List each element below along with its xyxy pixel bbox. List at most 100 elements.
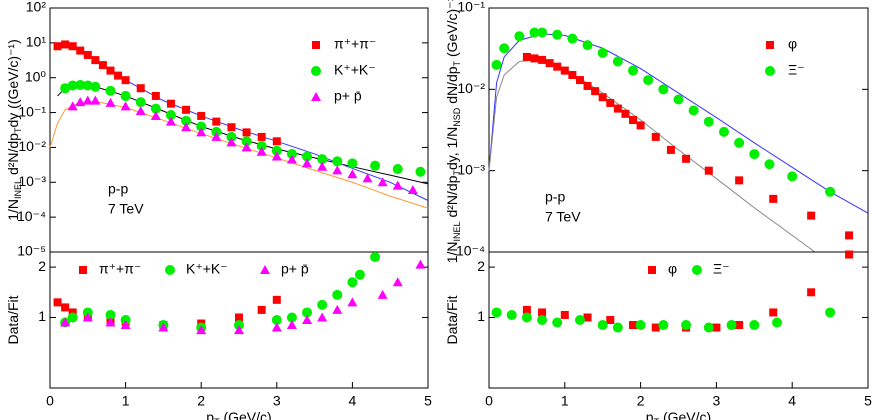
label-part: 1/N [444, 241, 460, 263]
marker [61, 303, 70, 312]
marker [658, 320, 669, 331]
marker [635, 320, 646, 331]
axis-label: Data/Fit [5, 295, 21, 344]
marker [60, 83, 71, 94]
x-tick-label: 0 [485, 393, 493, 409]
x-tick-label: 5 [424, 393, 432, 409]
marker [529, 27, 540, 38]
label-part: p [646, 409, 654, 420]
marker [53, 42, 62, 51]
label-part: T [13, 127, 23, 133]
label-part: p [206, 409, 214, 420]
label-part: d²N/dp [5, 133, 21, 179]
marker [613, 104, 622, 113]
label-part: (GeV/c) [220, 409, 272, 420]
legend-label: p+ p̄ [334, 88, 362, 104]
marker [491, 59, 502, 70]
label-part: T [214, 417, 220, 420]
marker [317, 312, 328, 322]
marker [568, 71, 577, 80]
marker [807, 211, 816, 220]
marker [317, 154, 328, 165]
marker [332, 165, 343, 175]
marker [787, 171, 798, 182]
marker [734, 137, 745, 148]
marker [651, 132, 660, 141]
y-tick-label: 10⁻³ [18, 173, 46, 189]
marker [286, 148, 297, 159]
marker [120, 90, 131, 101]
marker [545, 59, 554, 68]
marker [347, 277, 358, 288]
marker [377, 289, 388, 299]
marker [772, 317, 783, 328]
marker [196, 325, 207, 335]
legend-marker [311, 66, 321, 76]
y-tick-label: 10⁻⁵ [17, 243, 46, 259]
marker [271, 145, 282, 156]
marker [90, 81, 101, 92]
marker [196, 127, 207, 137]
marker [537, 315, 548, 325]
marker [621, 109, 630, 118]
marker [629, 115, 638, 124]
marker [271, 322, 282, 332]
marker [628, 65, 639, 76]
marker [347, 158, 358, 169]
legend-label: φ [668, 261, 677, 277]
marker [211, 131, 222, 141]
marker [612, 322, 623, 333]
marker [845, 231, 854, 240]
marker [106, 66, 115, 75]
marker [582, 40, 593, 51]
plot-frame [49, 251, 429, 389]
legend-marker [312, 41, 320, 49]
marker [67, 312, 78, 323]
legend-marker [165, 265, 175, 275]
label-part: (GeV/c)⁻¹ [444, 0, 460, 61]
marker [82, 80, 93, 91]
marker [681, 320, 692, 331]
marker [522, 52, 531, 61]
marker [673, 94, 684, 105]
marker [553, 62, 562, 71]
marker [76, 46, 85, 55]
marker [703, 116, 714, 127]
marker [530, 54, 539, 63]
x-tick-label: 2 [637, 393, 645, 409]
marker [212, 117, 221, 126]
marker [583, 81, 592, 90]
marker [537, 27, 548, 38]
marker [166, 99, 175, 108]
marker [332, 304, 343, 314]
y-tick-label: 10⁰ [25, 68, 47, 84]
marker [769, 194, 778, 203]
label-part: dy, 1/N [444, 127, 460, 170]
marker [150, 110, 161, 120]
marker [845, 250, 854, 259]
marker [286, 312, 297, 323]
marker [182, 105, 191, 114]
axis-label: pT (GeV/c) [206, 409, 271, 420]
marker [392, 164, 403, 175]
marker [552, 29, 563, 40]
marker [302, 158, 313, 168]
label-part: Data/Fit [5, 295, 21, 344]
marker [392, 180, 403, 190]
y-tick-label: 10⁻¹ [18, 103, 46, 119]
legend-label: φ [788, 36, 797, 52]
legend-marker [648, 266, 656, 274]
marker [105, 97, 116, 107]
marker [704, 166, 713, 175]
label-part: dy ((GeV/c)⁻¹) [5, 39, 21, 127]
marker [514, 31, 525, 42]
marker [522, 305, 531, 314]
marker [606, 98, 615, 107]
y-tick-label: 10⁻² [18, 138, 46, 154]
marker [98, 61, 107, 70]
plot-frame [488, 251, 869, 389]
label-part: INEL [13, 179, 23, 199]
axis-label: Data/Fit [444, 295, 460, 344]
marker [60, 317, 71, 327]
